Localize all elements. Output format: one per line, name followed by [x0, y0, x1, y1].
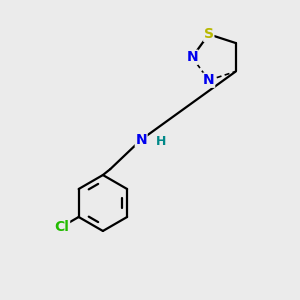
Text: Cl: Cl: [55, 220, 70, 234]
Text: H: H: [156, 135, 166, 148]
Text: N: N: [135, 133, 147, 147]
Text: N: N: [186, 50, 198, 64]
Text: S: S: [204, 27, 214, 41]
Text: N: N: [203, 73, 214, 87]
